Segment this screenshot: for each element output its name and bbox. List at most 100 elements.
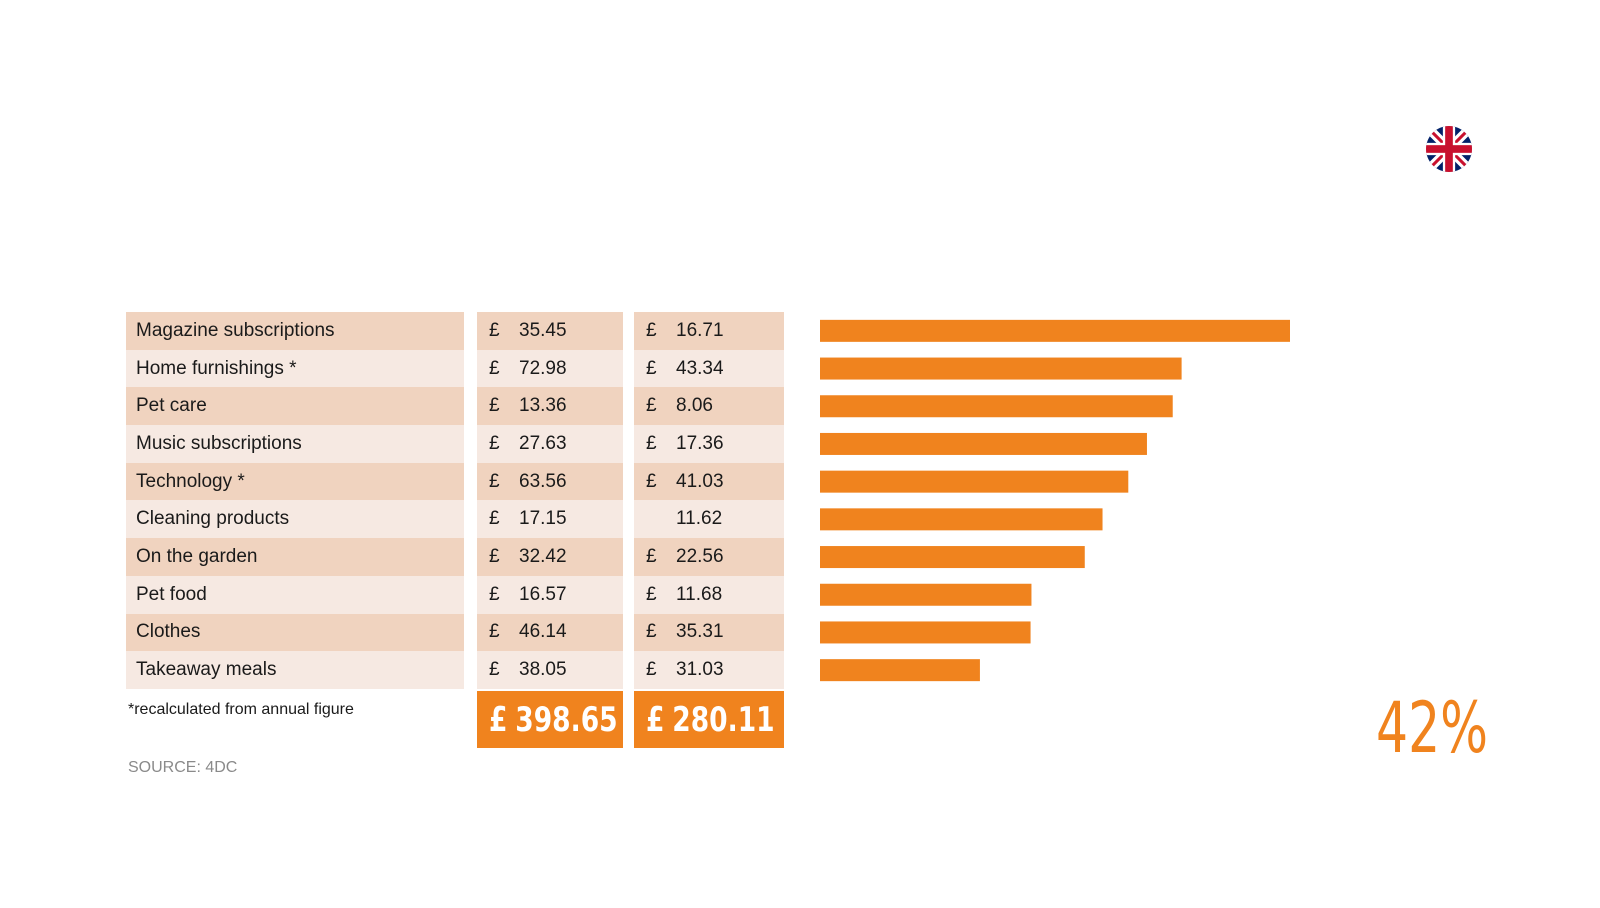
bar <box>820 395 1173 418</box>
total-b: £280.11 <box>634 691 784 748</box>
currency-symbol: £ <box>646 319 657 341</box>
currency-symbol: £ <box>646 621 657 643</box>
currency-symbol: £ <box>646 659 657 681</box>
amount-value: 13.36 <box>519 395 567 417</box>
amount-value: 63.56 <box>519 470 567 492</box>
amount-value: 31.03 <box>676 659 724 681</box>
table-row-label: Cleaning products <box>126 500 464 539</box>
currency-symbol: £ <box>646 583 657 605</box>
amount-value: 32.42 <box>519 545 567 567</box>
bar <box>820 546 1085 569</box>
currency-symbol: £ <box>646 545 657 567</box>
table-row-amount-a: £46.14 <box>477 613 623 652</box>
category-label: Pet food <box>136 583 207 605</box>
bar <box>820 319 1290 342</box>
amount-value: 17.15 <box>519 508 567 530</box>
table-row-label: Home furnishings * <box>126 349 464 388</box>
table-row-amount-a: £17.15 <box>477 500 623 539</box>
table-row-label: Pet care <box>126 387 464 426</box>
currency-symbol: £ <box>489 357 500 379</box>
table-row-amount-b: £41.03 <box>634 462 784 501</box>
table-row-label: Magazine subscriptions <box>126 312 464 350</box>
currency-symbol: £ <box>646 357 657 379</box>
currency-symbol: £ <box>489 659 500 681</box>
amount-value: 17.36 <box>676 432 724 454</box>
amount-value: 11.62 <box>676 508 723 530</box>
category-label: Technology * <box>136 470 245 492</box>
source-note: SOURCE: 4DC <box>128 759 238 776</box>
table-row-amount-b: £35.31 <box>634 613 784 652</box>
table-row-amount-b: 11.62 <box>634 500 784 539</box>
amount-column-a: £35.45 £72.98 £13.36 £27.63 £63.56 £17.15 £32.… <box>477 312 623 689</box>
table-row-amount-b: £22.56 <box>634 538 784 576</box>
bar <box>820 583 1032 606</box>
amount-value: 22.56 <box>676 545 724 567</box>
amount-value: 8.06 <box>676 395 713 417</box>
currency-symbol: £ <box>489 545 500 567</box>
table-row-amount-b: £43.34 <box>634 349 784 388</box>
total-a: £398.65 <box>477 691 623 748</box>
category-label: Magazine subscriptions <box>136 319 335 341</box>
table-row-label: Technology * <box>126 462 464 501</box>
table-row-amount-a: £38.05 <box>477 651 623 689</box>
table-row-amount-a: £13.36 <box>477 387 623 426</box>
table-row-amount-b: £31.03 <box>634 651 784 689</box>
table-row-amount-a: £16.57 <box>477 575 623 614</box>
bar <box>820 470 1129 493</box>
bar <box>820 357 1182 380</box>
table-row-amount-b: £17.36 <box>634 425 784 463</box>
amount-value: 41.03 <box>676 470 724 492</box>
currency-symbol: £ <box>489 319 500 341</box>
category-label: Pet care <box>136 395 207 417</box>
table-row-amount-a: £72.98 <box>477 349 623 388</box>
category-label: Takeaway meals <box>136 659 277 681</box>
currency-symbol: £ <box>489 395 500 417</box>
amount-value: 43.34 <box>676 357 724 379</box>
bar-chart <box>820 319 1290 682</box>
amount-value: 16.57 <box>519 583 567 605</box>
total-b-currency: £ <box>646 699 665 740</box>
amount-value: 27.63 <box>519 432 567 454</box>
amount-column-b: £16.71 £43.34 £8.06 £17.36 £41.03 11.62 £22.56… <box>634 312 784 689</box>
amount-value: 35.31 <box>676 621 724 643</box>
bar <box>820 621 1031 644</box>
currency-symbol: £ <box>646 470 657 492</box>
table-row-label: On the garden <box>126 538 464 576</box>
amount-value: 46.14 <box>519 621 567 643</box>
table-row-label: Clothes <box>126 613 464 652</box>
table-row-label: Pet food <box>126 575 464 614</box>
category-label: On the garden <box>136 545 258 567</box>
footnote: *recalculated from annual figure <box>128 701 354 718</box>
table-row-amount-b: £11.68 <box>634 575 784 614</box>
amount-value: 35.45 <box>519 319 567 341</box>
category-label: Clothes <box>136 621 201 643</box>
category-label: Home furnishings * <box>136 357 297 379</box>
currency-symbol: £ <box>489 583 500 605</box>
currency-symbol: £ <box>489 621 500 643</box>
table-row-label: Takeaway meals <box>126 651 464 689</box>
table-row-amount-a: £63.56 <box>477 462 623 501</box>
uk-flag-icon <box>1426 126 1472 172</box>
category-label: Cleaning products <box>136 508 290 530</box>
percent-figure: 42% <box>1376 687 1489 769</box>
currency-symbol: £ <box>489 432 500 454</box>
bar <box>820 508 1103 531</box>
currency-symbol: £ <box>646 395 657 417</box>
table-row-amount-b: £16.71 <box>634 312 784 350</box>
currency-symbol: £ <box>646 432 657 454</box>
amount-value: 38.05 <box>519 659 567 681</box>
bar <box>820 432 1147 455</box>
bar <box>820 659 980 682</box>
total-a-value: 398.65 <box>515 699 618 740</box>
currency-symbol: £ <box>489 470 500 492</box>
total-a-currency: £ <box>489 699 508 740</box>
table-row-amount-b: £8.06 <box>634 387 784 426</box>
amount-value: 11.68 <box>676 583 723 605</box>
amount-value: 72.98 <box>519 357 567 379</box>
total-b-value: 280.11 <box>672 699 775 740</box>
table-row-label: Music subscriptions <box>126 425 464 463</box>
currency-symbol: £ <box>489 508 500 530</box>
table-row-amount-a: £35.45 <box>477 312 623 350</box>
table-row-amount-a: £32.42 <box>477 538 623 576</box>
category-label: Music subscriptions <box>136 432 302 454</box>
